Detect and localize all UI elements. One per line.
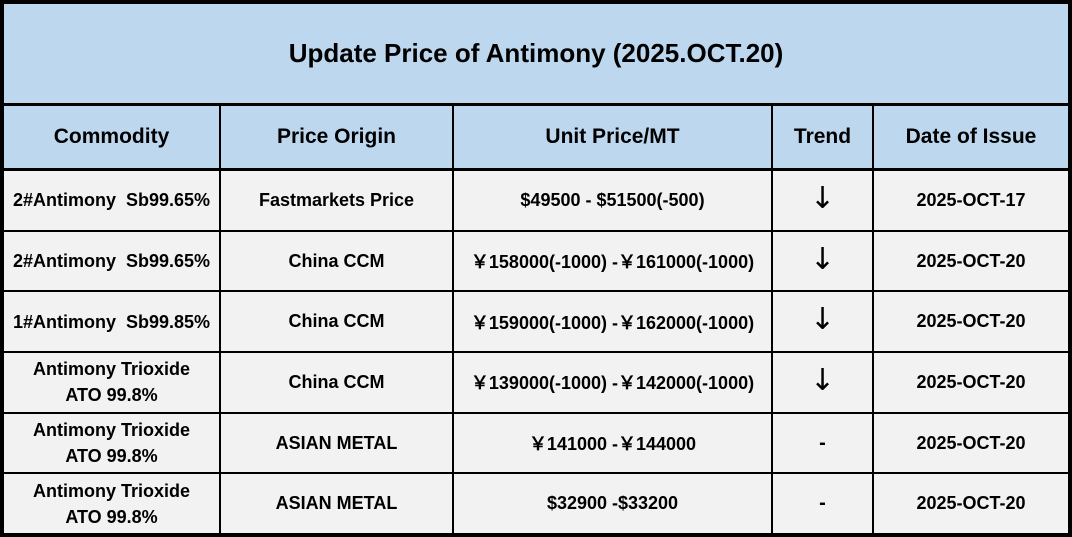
column-header-price-origin: Price Origin [221, 106, 454, 168]
trend-down-arrow-icon: ↓ [773, 231, 874, 291]
table-title-bar: Update Price of Antimony (2025.OCT.20) [4, 4, 1068, 106]
table-row: Antimony Trioxide ATO 99.8% ASIAN METAL … [4, 413, 1068, 475]
price-origin-cell: China CCM [221, 292, 454, 352]
date-of-issue-cell: 2025-OCT-20 [916, 371, 1026, 392]
unit-price-cell: ￥141000 -￥144000 [454, 413, 773, 473]
price-origin-cell: China CCM [221, 353, 454, 412]
trend-down-arrow-icon: ↓ [773, 292, 874, 352]
unit-price-cell: ￥139000(-1000) -￥142000(-1000) [454, 353, 773, 412]
date-of-issue-cell: 2025-OCT-20 [916, 493, 1026, 514]
commodity-cell: 2#Antimony Sb99.65% [4, 231, 221, 291]
price-origin-cell: China CCM [221, 231, 454, 291]
column-header-unit-price: Unit Price/MT [454, 106, 773, 168]
date-of-issue-cell: 2025-OCT-20 [916, 250, 1026, 271]
commodity-cell: 2#Antimony Sb99.65% [4, 171, 221, 230]
unit-price-cell: ￥158000(-1000) -￥161000(-1000) [454, 231, 773, 291]
table-row: 2#Antimony Sb99.65% China CCM ￥158000(-1… [4, 231, 1068, 293]
unit-price-cell: $49500 - $51500(-500) [454, 171, 773, 230]
table-header-row: Commodity Price Origin Unit Price/MT Tre… [4, 106, 1068, 171]
trend-down-arrow-icon: ↓ [773, 171, 874, 230]
table-row: 2#Antimony Sb99.65% Fastmarkets Price $4… [4, 171, 1068, 232]
trend-flat-dash: - [773, 474, 874, 534]
column-header-commodity: Commodity [4, 106, 221, 168]
table-row: 1#Antimony Sb99.85% China CCM ￥159000(-1… [4, 292, 1068, 354]
date-of-issue-cell: 2025-OCT-17 [916, 189, 1026, 210]
table-row: Antimony Trioxide ATO 99.8% ASIAN METAL … [4, 474, 1068, 534]
commodity-cell: Antimony Trioxide ATO 99.8% [4, 413, 221, 473]
date-of-issue-cell: 2025-OCT-20 [916, 311, 1026, 332]
price-origin-cell: ASIAN METAL [221, 413, 454, 473]
column-header-date-of-issue: Date of Issue [905, 125, 1037, 148]
trend-flat-dash: - [773, 413, 874, 473]
trend-down-arrow-icon: ↓ [773, 353, 874, 412]
commodity-cell: Antimony Trioxide ATO 99.8% [4, 474, 221, 534]
page-title: Update Price of Antimony (2025.OCT.20) [288, 38, 784, 68]
date-of-issue-cell: 2025-OCT-20 [916, 432, 1026, 453]
table-row: Antimony Trioxide ATO 99.8% China CCM ￥1… [4, 353, 1068, 414]
price-origin-cell: Fastmarkets Price [221, 171, 454, 230]
commodity-cell: 1#Antimony Sb99.85% [4, 292, 221, 352]
column-header-trend: Trend [773, 106, 874, 168]
price-origin-cell: ASIAN METAL [221, 474, 454, 534]
unit-price-cell: $32900 -$33200 [454, 474, 773, 534]
unit-price-cell: ￥159000(-1000) -￥162000(-1000) [454, 292, 773, 352]
commodity-cell: Antimony Trioxide ATO 99.8% [4, 353, 221, 412]
